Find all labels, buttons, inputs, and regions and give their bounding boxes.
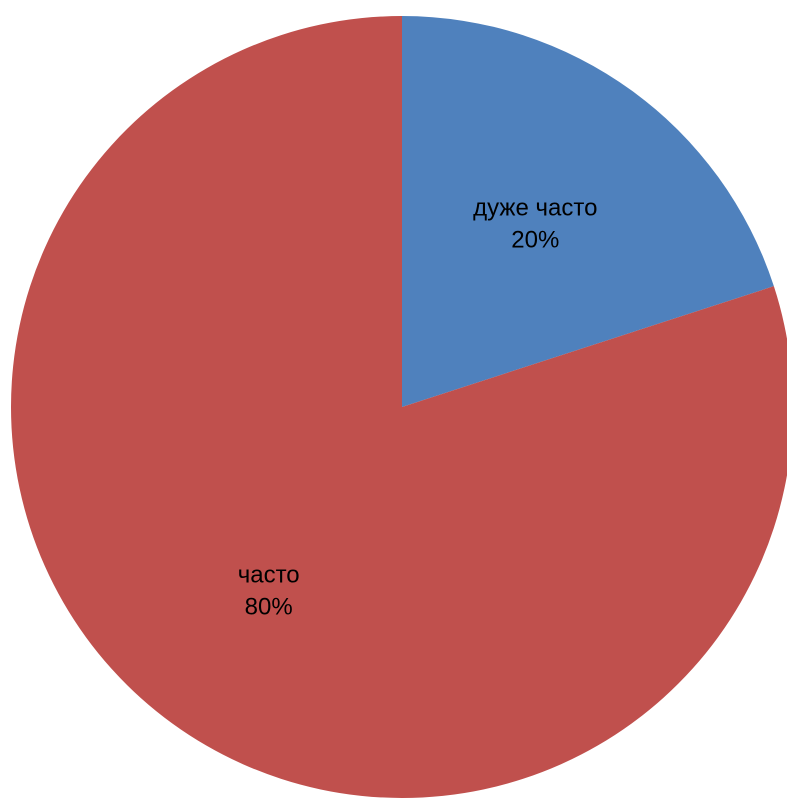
slice-category-label-1: часто [238, 562, 300, 589]
pie-slice-1 [11, 16, 787, 798]
pie-labels: дуже часто 20% часто 80% [238, 195, 598, 621]
slice-percent-label-0: 20% [511, 227, 559, 254]
pie-slice-0 [402, 16, 774, 407]
pie-slices [11, 16, 787, 798]
slice-percent-label-1: 80% [245, 594, 293, 621]
slice-category-label-0: дуже часто [473, 195, 597, 222]
